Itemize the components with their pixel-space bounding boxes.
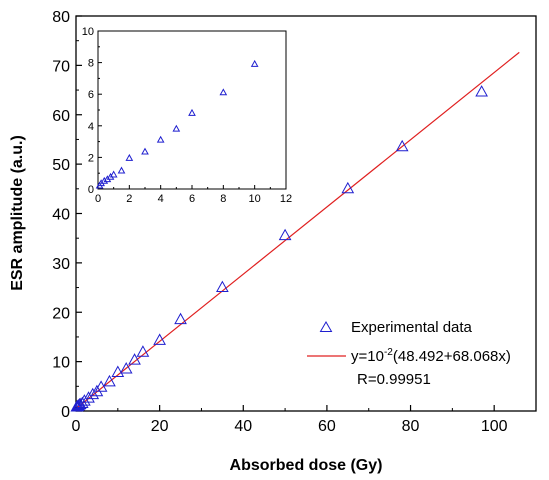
x-tick-label: 40: [234, 418, 252, 435]
legend-fit-label-expression: (48.492+68.068x): [393, 348, 511, 365]
y-tick-label: 20: [52, 305, 70, 322]
legend: Experimental data y=10-2(48.492+68.068x)…: [307, 319, 511, 388]
inset-x-tick-label: 4: [158, 193, 164, 205]
inset-data-point-triangle: [156, 135, 165, 143]
data-point-triangle: [475, 85, 488, 97]
data-point-triangle: [128, 353, 141, 365]
inset-y-tick-label: 0: [88, 184, 94, 196]
y-tick-label: 60: [52, 108, 70, 125]
data-point-triangle: [86, 387, 100, 400]
data-point-triangle: [153, 333, 166, 345]
inset-y-tick-label: 8: [88, 58, 94, 70]
inset-y-tick-label: 4: [88, 121, 94, 133]
data-point-triangle: [136, 345, 150, 357]
inset-y-tick-label: 2: [88, 152, 94, 164]
x-tick-label: 60: [318, 418, 336, 435]
inset-data-point-triangle: [125, 153, 134, 161]
x-tick-label: 80: [402, 418, 420, 435]
legend-fit-label: y=10-2(48.492+68.068x): [351, 347, 511, 365]
legend-fit-label-exponent: -2: [384, 347, 393, 358]
inset-x-tick-label: 6: [189, 193, 195, 205]
data-point-triangle: [82, 391, 95, 403]
y-tick-label: 10: [52, 355, 70, 372]
y-tick-label: 70: [52, 58, 70, 75]
data-point-triangle: [103, 374, 116, 387]
x-tick-label: 0: [72, 418, 81, 435]
inset-x-tick-label: 12: [280, 193, 292, 205]
inset-data-point-triangle: [109, 170, 118, 178]
data-point-triangle: [73, 397, 87, 410]
inset-x-tick-label: 8: [220, 193, 226, 205]
inset-data-point-triangle: [117, 166, 126, 174]
inset-y-tick-label: 6: [88, 89, 94, 101]
fit-line: [75, 51, 520, 410]
inset-x-tick-label: 2: [126, 193, 132, 205]
legend-fit-label-base: y=10: [351, 348, 384, 365]
data-point-triangle: [174, 312, 187, 325]
y-axis-title: ESR amplitude (a.u.): [9, 135, 26, 291]
y-tick-label: 30: [52, 256, 70, 273]
y-tick-label: 0: [61, 404, 70, 421]
data-point-triangle: [78, 394, 91, 406]
inset-data-point-triangle: [100, 176, 109, 184]
legend-r-label: R=0.99951: [357, 371, 431, 388]
inset-data-point-triangle: [250, 59, 259, 67]
data-point-triangle: [216, 280, 229, 293]
data-point-triangle: [119, 362, 133, 374]
data-point-triangle: [278, 228, 292, 241]
data-point-triangle: [90, 384, 104, 397]
inset-y-tick-label: 10: [82, 26, 94, 38]
data-point-triangle: [341, 181, 355, 194]
data-point-triangle: [395, 139, 409, 152]
y-tick-label: 80: [52, 9, 70, 26]
inset-data-point-triangle: [141, 147, 149, 155]
y-tick-label: 50: [52, 157, 70, 174]
x-tick-label: 20: [151, 418, 169, 435]
legend-triangle-marker: [319, 321, 333, 332]
inset-x-tick-label: 10: [249, 193, 261, 205]
legend-experimental-label: Experimental data: [351, 319, 473, 336]
inset-x-tick-label: 0: [95, 193, 101, 205]
inset-data-point-triangle: [219, 88, 228, 96]
x-axis-title: Absorbed dose (Gy): [230, 457, 383, 474]
inset-data-point-triangle: [188, 108, 196, 116]
y-tick-label: 40: [52, 207, 70, 224]
data-point-triangle: [111, 365, 125, 377]
inset-data-point-triangle: [172, 124, 181, 132]
x-tick-label: 100: [481, 418, 508, 435]
